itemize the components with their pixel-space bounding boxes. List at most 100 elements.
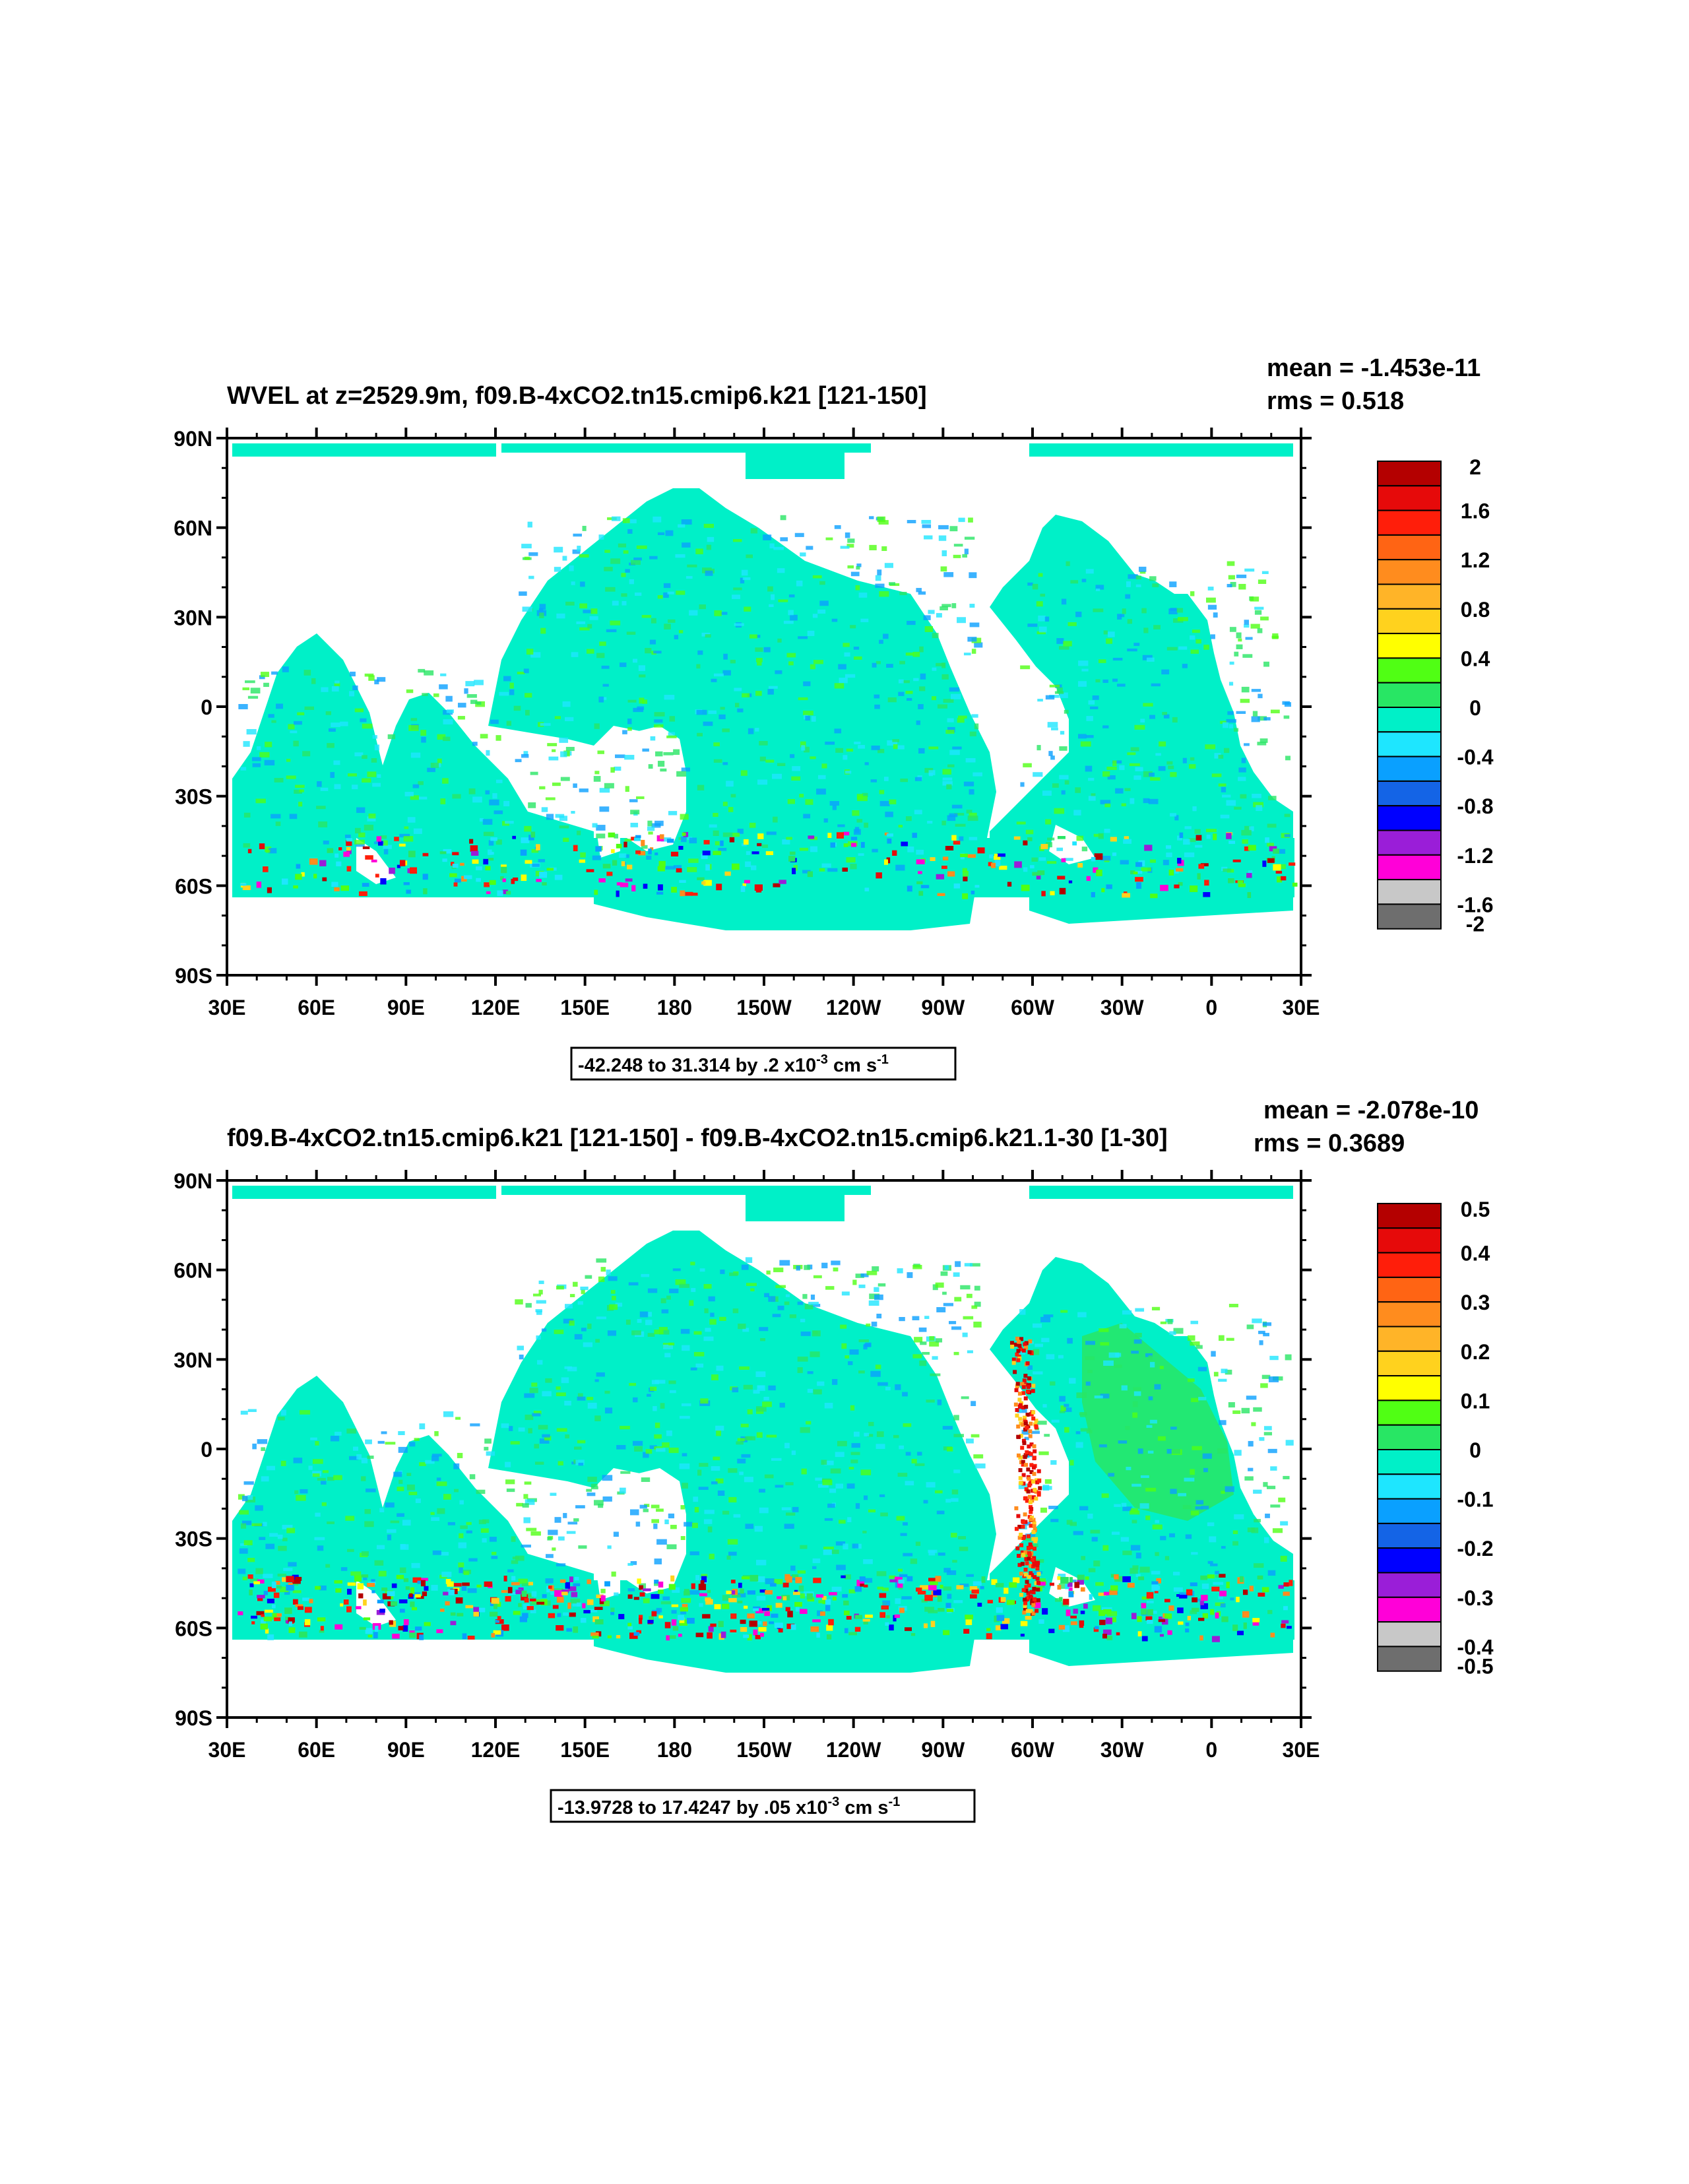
coastal-anomaly-speckle	[1019, 1347, 1023, 1351]
field-speckle	[1111, 1531, 1120, 1535]
field-speckle	[587, 1493, 596, 1496]
field-speckle	[402, 1520, 411, 1526]
coastal-anomaly-speckle	[1023, 1607, 1027, 1611]
anomaly-speckle	[770, 1583, 777, 1587]
anomaly-speckle	[1243, 1622, 1247, 1629]
anomaly-speckle	[554, 1590, 563, 1597]
field-speckle	[238, 703, 248, 709]
field-speckle	[740, 1423, 749, 1428]
colorbar-swatch	[1377, 1399, 1442, 1426]
field-speckle	[629, 1509, 639, 1516]
field-speckle	[920, 673, 926, 680]
field-speckle	[703, 1519, 713, 1524]
anomaly-speckle	[754, 884, 763, 891]
field-speckle	[536, 1310, 542, 1315]
coastal-anomaly-speckle	[1017, 1339, 1021, 1344]
field-speckle	[773, 546, 784, 550]
anomaly-speckle	[670, 851, 679, 857]
anomaly-speckle	[1146, 1591, 1154, 1599]
field-speckle	[844, 652, 850, 657]
field-speckle	[726, 1555, 731, 1560]
field-speckle	[952, 746, 962, 750]
colorbar-label: -0.5	[1457, 1655, 1493, 1679]
anomaly-speckle	[716, 883, 722, 891]
field-speckle	[1115, 1353, 1122, 1357]
coastal-anomaly-speckle	[1021, 1385, 1026, 1390]
panel-2-atlantic-green-field	[1082, 1323, 1234, 1521]
field-speckle	[1170, 772, 1177, 777]
anomaly-speckle	[1261, 1587, 1269, 1593]
field-speckle	[800, 1593, 806, 1599]
colorbar-label: -0.3	[1457, 1586, 1493, 1610]
field-speckle	[596, 1316, 606, 1320]
field-speckle	[596, 653, 605, 658]
field-speckle	[1229, 627, 1236, 632]
field-speckle	[509, 682, 514, 689]
anomaly-speckle	[887, 838, 892, 844]
field-speckle	[271, 720, 276, 723]
anomaly-speckle	[411, 1607, 418, 1611]
anomaly-speckle	[760, 1632, 764, 1637]
y-tick-label: 90N	[174, 1169, 212, 1193]
anomaly-speckle	[346, 847, 351, 851]
coastal-anomaly-speckle	[1021, 1405, 1026, 1410]
field-speckle	[631, 560, 641, 565]
field-speckle	[289, 814, 298, 819]
y-tick-label: 30S	[175, 785, 212, 809]
field-speckle	[374, 679, 379, 685]
anomaly-speckle	[1029, 865, 1035, 869]
anomaly-speckle	[554, 874, 563, 880]
anomaly-speckle	[740, 1619, 746, 1624]
field-speckle	[634, 1446, 643, 1452]
field-speckle	[877, 1382, 888, 1386]
field-speckle	[485, 790, 490, 794]
anomaly-speckle	[842, 867, 848, 872]
anomaly-speckle	[606, 872, 613, 876]
field-speckle	[913, 678, 919, 682]
field-speckle	[1223, 868, 1232, 872]
anomaly-speckle	[639, 1585, 644, 1590]
field-speckle	[1047, 837, 1055, 841]
anomaly-speckle	[1265, 837, 1269, 843]
field-speckle	[517, 1345, 525, 1351]
anomaly-speckle	[288, 1621, 292, 1626]
colorbar-swatch	[1377, 461, 1442, 487]
field-speckle	[800, 1332, 811, 1336]
field-speckle	[589, 1609, 598, 1613]
field-speckle	[1093, 608, 1104, 612]
field-speckle	[1256, 805, 1263, 812]
field-speckle	[817, 775, 826, 779]
field-speckle	[843, 1543, 848, 1550]
coastal-anomaly-speckle	[1033, 1487, 1037, 1492]
field-speckle	[903, 1423, 912, 1427]
colorbar-label: 2	[1469, 455, 1481, 479]
anomaly-speckle	[924, 1595, 933, 1601]
field-speckle	[524, 825, 532, 832]
anomaly-speckle	[295, 874, 302, 880]
field-speckle	[1241, 829, 1252, 836]
coastal-anomaly-speckle	[1029, 1442, 1034, 1447]
field-speckle	[786, 1512, 796, 1516]
field-speckle	[1133, 775, 1141, 780]
anomaly-speckle	[346, 866, 352, 872]
field-speckle	[1174, 815, 1179, 821]
field-speckle	[556, 1428, 567, 1432]
field-speckle	[476, 701, 482, 705]
anomaly-speckle	[1012, 1577, 1020, 1584]
field-speckle	[243, 843, 251, 848]
colorbar-swatch	[1377, 1203, 1442, 1229]
anomaly-speckle	[490, 837, 497, 841]
field-speckle	[387, 734, 396, 740]
coastal-anomaly-speckle	[1021, 1524, 1025, 1529]
field-speckle	[1070, 580, 1079, 584]
field-speckle	[559, 816, 568, 821]
field-speckle	[1059, 1410, 1066, 1413]
field-speckle	[825, 741, 835, 745]
field-speckle	[811, 716, 816, 722]
field-speckle	[947, 1593, 952, 1599]
field-speckle	[737, 828, 744, 834]
field-speckle	[883, 633, 889, 639]
anomaly-speckle	[813, 1578, 821, 1584]
field-speckle	[966, 1574, 974, 1577]
field-speckle	[1251, 689, 1261, 692]
